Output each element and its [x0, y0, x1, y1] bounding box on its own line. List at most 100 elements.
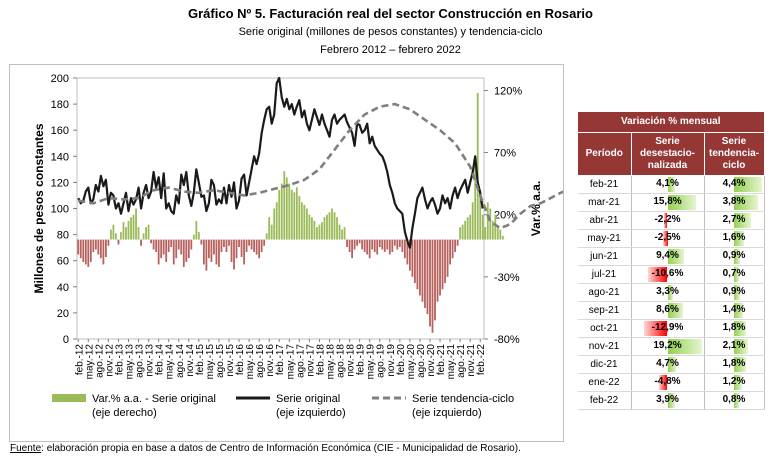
cell-box: 0,8%: [705, 392, 764, 409]
legend-label: Var.% a.a. - Serie original: [92, 393, 216, 405]
table-cell-trend: 3,8%: [704, 193, 765, 212]
bar-mark: [496, 227, 499, 240]
x-tick-label: feb.-16: [235, 344, 246, 376]
x-tick-label: nov.-18: [346, 344, 357, 377]
table-cell-period: nov-21: [577, 337, 632, 356]
bar-mark: [353, 239, 356, 250]
table-value: -10,6%: [651, 268, 684, 279]
positive-data-bar: [734, 285, 740, 300]
table-row: ago-21 3,3% 0,9%: [577, 283, 765, 302]
bar-mark: [396, 239, 399, 250]
bar-mark: [195, 220, 198, 240]
table-cell-period: jul-21: [577, 265, 632, 284]
bar-mark: [230, 239, 233, 262]
table-cell-trend: 0,9%: [704, 247, 765, 266]
bar-mark: [270, 224, 273, 240]
table-cell-period: sep-21: [577, 301, 632, 320]
positive-data-bar: [667, 393, 675, 408]
bar-mark: [421, 239, 424, 302]
x-tick-label: may.-17: [285, 344, 296, 380]
bar-mark: [122, 222, 125, 240]
x-tick-label: may.-18: [325, 344, 336, 380]
y-tick-label: 60: [57, 256, 69, 268]
x-tick-label: feb.-18: [315, 344, 326, 376]
x-tick-label: ago.-17: [295, 344, 306, 378]
table-cell-period: oct-21: [577, 319, 632, 338]
cell-box: 1,8%: [705, 320, 764, 337]
table-row: feb-21 4,1% 4,4%: [577, 175, 765, 194]
bar-mark: [439, 239, 441, 296]
positive-data-bar: [734, 303, 743, 318]
bar-mark: [137, 227, 140, 240]
table-cell-desest: 8,6%: [631, 301, 705, 320]
x-tick-label: may.-15: [205, 344, 216, 380]
cell-box: 1,2%: [705, 374, 764, 391]
bar-mark: [190, 239, 193, 250]
bar-mark: [489, 208, 492, 240]
bar-mark: [202, 239, 205, 265]
bar-mark: [358, 239, 361, 244]
table-header-period: Período: [577, 132, 632, 176]
bar-mark: [165, 239, 168, 262]
table-cell-trend: 1,2%: [704, 373, 765, 392]
bar-mark: [255, 239, 258, 255]
x-tick-label: feb.-17: [275, 344, 286, 376]
cell-box: 3,3%: [632, 284, 704, 301]
x-tick-label: feb.-13: [114, 344, 125, 376]
bar-mark: [426, 239, 429, 315]
bar-mark: [326, 214, 328, 240]
bar-mark: [290, 189, 293, 240]
x-tick-label: may.-16: [245, 344, 256, 380]
bar-mark: [419, 239, 421, 296]
x-tick-label: ago.-21: [456, 344, 467, 378]
bar-mark: [79, 239, 82, 259]
bar-mark: [501, 235, 504, 240]
y2-tick-label: 120%: [494, 85, 522, 97]
positive-data-bar: [667, 249, 685, 264]
cell-box: 0,9%: [705, 248, 764, 265]
bar-mark: [333, 212, 336, 240]
positive-data-bar: [734, 321, 746, 336]
x-tick-label: nov.-12: [104, 344, 115, 377]
bar-mark: [346, 239, 348, 248]
negative-data-bar: [644, 321, 668, 336]
table-value: 8,6%: [656, 304, 679, 315]
table-cell-desest: -10,6%: [631, 265, 705, 284]
table-cell-period: feb-22: [577, 391, 632, 410]
series-trend-line: [78, 102, 563, 230]
cell-box: 4,1%: [632, 176, 704, 193]
y2-axis-label: Var.% a.a.: [529, 181, 543, 236]
bar-mark: [180, 239, 183, 255]
bar-mark: [283, 171, 286, 240]
bar-mark: [461, 224, 464, 240]
variation-table: Variación % mensual Período Serie desest…: [577, 111, 765, 410]
table-value: 4,4%: [722, 178, 746, 189]
x-tick-label: feb.-21: [436, 344, 447, 376]
bar-mark: [343, 227, 346, 240]
y-tick-label: 180: [51, 99, 69, 111]
bar-mark: [323, 217, 326, 240]
bar-mark: [87, 239, 90, 267]
x-tick-label: feb.-22: [476, 344, 487, 376]
bar-mark: [331, 208, 333, 240]
bar-mark: [240, 239, 243, 257]
table-row: oct-21 -12,9% 1,8%: [577, 319, 765, 338]
table-cell-period: feb-21: [577, 175, 632, 194]
bar-mark: [295, 187, 298, 240]
bar-mark: [268, 217, 271, 240]
table-value: 9,4%: [656, 250, 679, 261]
bar-mark: [147, 224, 150, 240]
bar-mark: [187, 239, 190, 259]
bar-mark: [215, 239, 218, 265]
bar-mark: [97, 239, 100, 255]
x-tick-label: feb.-15: [195, 344, 206, 376]
bar-mark: [213, 239, 215, 255]
bar-mark: [373, 239, 376, 252]
table-cell-desest: 19,2%: [631, 337, 705, 356]
bar-mark: [338, 224, 341, 240]
bar-mark: [220, 239, 223, 252]
bar-mark: [406, 239, 409, 265]
bar-mark: [441, 239, 444, 290]
bar-mark: [479, 189, 482, 240]
cell-box: 4,7%: [632, 356, 704, 373]
